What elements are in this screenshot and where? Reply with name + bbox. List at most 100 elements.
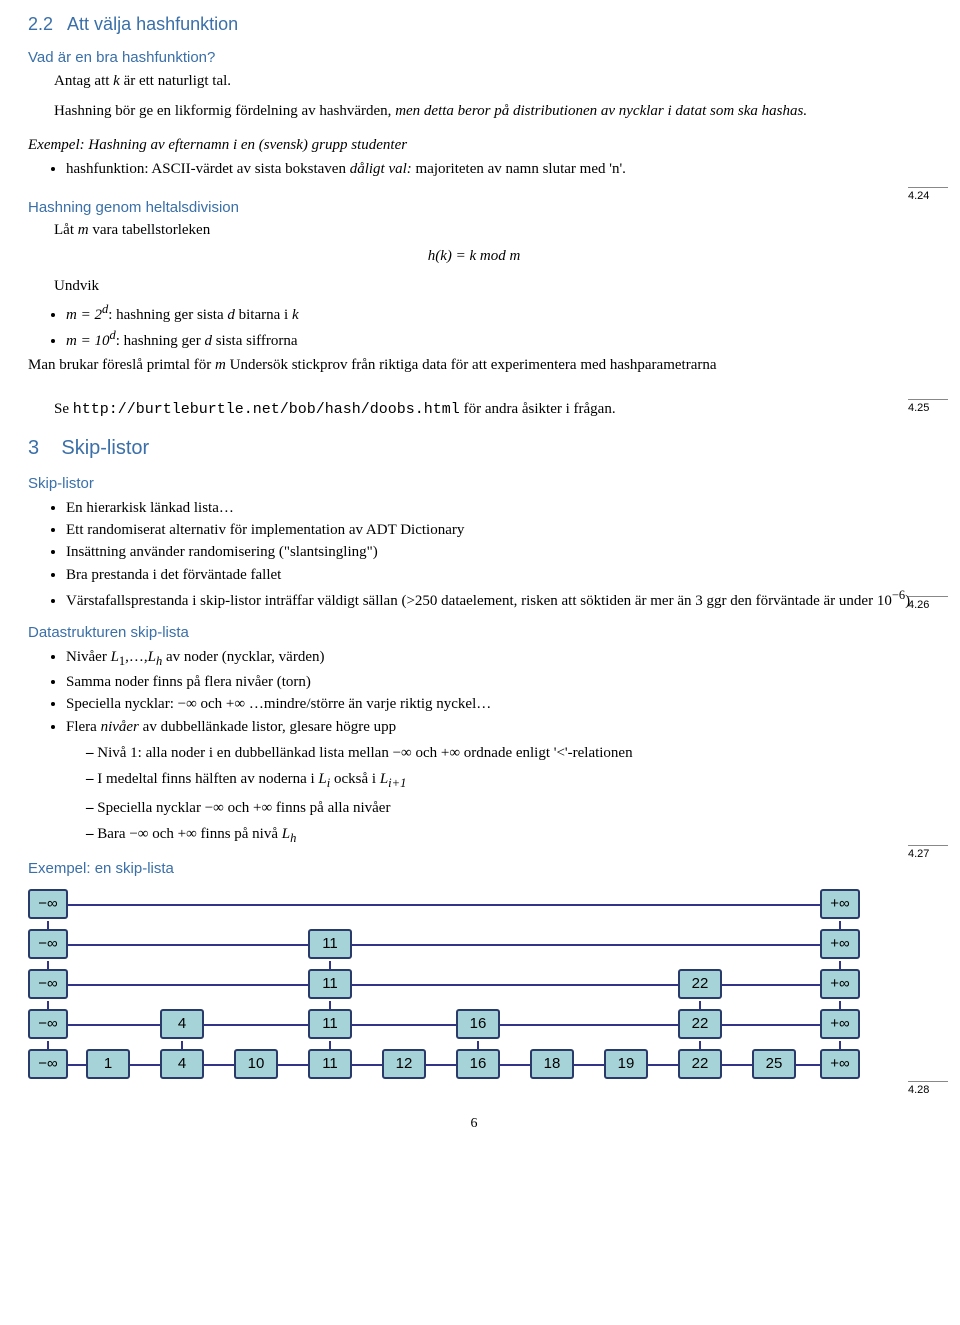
skiplist-node: 19	[604, 1049, 648, 1079]
skiplist-node: 16	[456, 1009, 500, 1039]
section-2-2-heading: 2.2 Att välja hashfunktion	[28, 12, 920, 36]
skiplist-node: 16	[456, 1049, 500, 1079]
skiplist-neg-infinity-node: −∞	[28, 889, 68, 919]
skiplist-neg-infinity-node: −∞	[28, 969, 68, 999]
list-item: Flera nivåer av dubbellänkade listor, gl…	[66, 717, 920, 848]
text: Man brukar föreslå primtal för	[28, 357, 215, 373]
section-title: Att välja hashfunktion	[67, 14, 238, 34]
section-number: 2.2	[28, 14, 53, 34]
skiplist-node: 22	[678, 1049, 722, 1079]
skiplist-pos-infinity-node: +∞	[820, 889, 860, 919]
text: Se	[54, 401, 73, 417]
list-item: Värstafallsprestanda i skip-listor inträ…	[66, 587, 920, 611]
margin-note: 4.25	[908, 399, 948, 416]
para-primtal: Man brukar föreslå primtal för m Undersö…	[28, 355, 920, 375]
skiplist-vertical-connector	[477, 1041, 479, 1049]
skiplist-node: 11	[308, 929, 352, 959]
skiplist-neg-infinity-node: −∞	[28, 1049, 68, 1079]
text: k	[292, 307, 299, 323]
skiplist-vertical-connector	[47, 921, 49, 929]
list-item: hashfunktion: ASCII-värdet av sista boks…	[66, 159, 920, 179]
text: bitarna i	[235, 307, 292, 323]
text: Bara −∞ och +∞ finns på nivå	[97, 826, 282, 842]
formula-hash: h(k) = k mod m	[28, 246, 920, 266]
section-title: Skip-listor	[61, 437, 149, 459]
text: Hashning bör ge en	[54, 103, 175, 119]
text-italic: men detta beror på distributionen av nyc…	[395, 103, 807, 119]
skiplist-vertical-connector	[839, 921, 841, 929]
skiplist-node: 12	[382, 1049, 426, 1079]
text-italic: dåligt val:	[350, 161, 412, 177]
skiplist-pos-infinity-node: +∞	[820, 1049, 860, 1079]
text: sista siffrorna	[212, 333, 298, 349]
subheading-heltals: Hashning genom heltalsdivision	[28, 198, 920, 218]
text: också i	[330, 771, 380, 787]
list-item: m = 2d: hashning ger sista d bitarna i k	[66, 301, 920, 325]
text: Nivåer	[66, 649, 111, 665]
example-list: hashfunktion: ASCII-värdet av sista boks…	[66, 159, 920, 179]
skiplist-node: 11	[308, 969, 352, 999]
text: Undersök stickprov från riktiga data för…	[226, 357, 717, 373]
list-item: m = 10d: hashning ger d sista siffrorna	[66, 327, 920, 351]
text: likformig	[175, 103, 232, 119]
skiplist-vertical-connector	[839, 1041, 841, 1049]
skiplist-neg-infinity-node: −∞	[28, 929, 68, 959]
skiplist-node: 11	[308, 1009, 352, 1039]
skiplistor-list: En hierarkisk länkad lista… Ett randomis…	[66, 498, 920, 611]
skiplist-pos-infinity-node: +∞	[820, 929, 860, 959]
para-se-url: Se http://burtleburtle.net/bob/hash/doob…	[54, 399, 920, 420]
text: m = 2	[66, 307, 102, 323]
skiplist-neg-infinity-node: −∞	[28, 1009, 68, 1039]
sup: −6	[892, 588, 905, 602]
url-text: http://burtleburtle.net/bob/hash/doobs.h…	[73, 401, 460, 418]
text: : hashning ger sista	[108, 307, 227, 323]
text: L	[318, 771, 326, 787]
skiplist-row: −∞141011121618192225+∞	[28, 1047, 860, 1081]
text: av noder (nycklar, värden)	[162, 649, 324, 665]
para-antag: Antag att k är ett naturligt tal.	[54, 71, 920, 91]
text: d	[204, 333, 212, 349]
skiplist-vertical-connector	[47, 1001, 49, 1009]
text: d	[227, 307, 235, 323]
skiplist-row: −∞ +∞	[28, 887, 860, 921]
skiplist-connector-line	[38, 904, 850, 906]
subheading-skiplistor: Skip-listor	[28, 474, 920, 494]
datastruktur-list: Nivåer L1,…,Lh av noder (nycklar, värden…	[66, 647, 920, 847]
text-italic: k	[113, 73, 120, 89]
list-item: Insättning använder randomisering ("slan…	[66, 542, 920, 562]
text: är ett naturligt tal.	[120, 73, 231, 89]
list-item: En hierarkisk länkad lista…	[66, 498, 920, 518]
list-item: Bra prestanda i det förväntade fallet	[66, 565, 920, 585]
skiplist-vertical-connector	[329, 1041, 331, 1049]
page-number: 6	[28, 1115, 920, 1134]
para-undvik: Undvik	[54, 276, 920, 296]
skiplist-node: 1	[86, 1049, 130, 1079]
skiplist-vertical-connector	[839, 1001, 841, 1009]
text: Flera	[66, 719, 101, 735]
text: majoriteten av namn slutar med 'n'.	[412, 161, 626, 177]
text: Antag att	[54, 73, 113, 89]
skiplist-connector-line	[38, 944, 850, 946]
text: L	[282, 826, 290, 842]
text: m	[215, 357, 226, 373]
list-item: Speciella nycklar: −∞ och +∞ …mindre/stö…	[66, 694, 920, 714]
skiplist-vertical-connector	[329, 1001, 331, 1009]
text: Låt	[54, 222, 78, 238]
text: I medeltal finns hälften av noderna i	[97, 771, 318, 787]
skiplist-node: 4	[160, 1009, 204, 1039]
text: av dubbellänkade listor, glesare högre u…	[139, 719, 396, 735]
list-item: Speciella nycklar −∞ och +∞ finns på all…	[86, 798, 920, 818]
para-likformig: Hashning bör ge en likformig fördelning …	[54, 101, 920, 121]
skiplist-node: 4	[160, 1049, 204, 1079]
skiplist-node: 25	[752, 1049, 796, 1079]
text: Värstafallsprestanda i skip-listor inträ…	[66, 593, 892, 609]
skiplist-node: 18	[530, 1049, 574, 1079]
skiplist-vertical-connector	[47, 961, 49, 969]
sub: h	[290, 831, 296, 845]
skiplist-node: 11	[308, 1049, 352, 1079]
text: vara tabellstorleken	[89, 222, 211, 238]
skiplist-vertical-connector	[699, 1001, 701, 1009]
skiplist-vertical-connector	[839, 961, 841, 969]
sub: i+1	[388, 776, 406, 790]
margin-note: 4.26	[908, 596, 948, 613]
